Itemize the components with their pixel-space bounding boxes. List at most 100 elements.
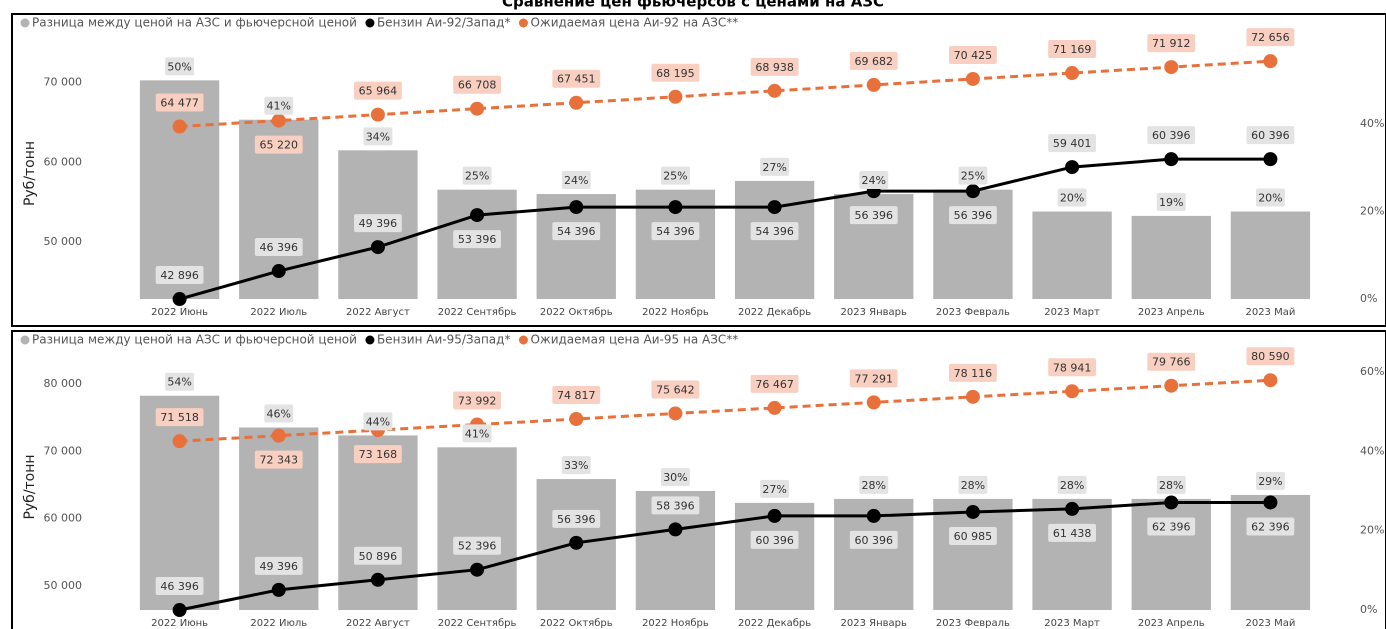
label-box [561, 171, 591, 190]
x-tick-label: 2022 Ноябрь [642, 618, 709, 629]
label-box [462, 424, 492, 443]
x-tick-label: 2022 Декабрь [738, 307, 811, 318]
bar [1230, 211, 1311, 299]
legend-label: Разница между ценой на АЗС и фьючерсной … [32, 333, 357, 347]
data-label: 68 195 [656, 67, 695, 80]
label-box [552, 69, 601, 88]
legend-marker [365, 335, 375, 345]
point [767, 400, 782, 415]
point [172, 119, 187, 134]
data-label: 60 985 [954, 530, 993, 543]
label-box [1147, 352, 1196, 371]
label-box [750, 530, 799, 549]
label-box [1057, 188, 1087, 207]
y-tick-label: 60 000 [44, 155, 83, 168]
data-label: 60 396 [1152, 129, 1191, 142]
bar [933, 189, 1013, 299]
label-box [1147, 517, 1196, 536]
label-box [254, 450, 303, 469]
label-box [363, 127, 393, 146]
point [271, 582, 286, 597]
data-label: 27% [762, 161, 786, 174]
data-label: 44% [366, 415, 390, 428]
point [569, 200, 584, 215]
data-label: 69 682 [855, 55, 894, 68]
point [172, 434, 187, 449]
label-box [859, 171, 889, 190]
x-tick-label: 2022 Июнь [151, 307, 208, 318]
legend-marker [20, 335, 30, 345]
line [179, 378, 1271, 443]
label-box [155, 408, 204, 427]
point [668, 522, 683, 537]
point [965, 71, 980, 86]
data-label: 73 992 [458, 395, 497, 408]
label-box [1246, 28, 1295, 47]
label-box [1246, 517, 1295, 536]
label-box [363, 412, 393, 431]
x-tick-label: 2023 Январь [841, 307, 907, 318]
label-box [264, 404, 294, 423]
y2-tick-label: 0% [1360, 603, 1377, 616]
data-label: 78 941 [1053, 361, 1092, 374]
label-box [1048, 134, 1096, 153]
label-box [1048, 358, 1096, 377]
x-tick-label: 2022 Сентябрь [438, 307, 517, 318]
label-box [949, 363, 997, 382]
x-tick-label: 2023 Май [1245, 307, 1295, 318]
label-box [660, 467, 690, 486]
data-label: 54 396 [557, 225, 596, 238]
legend-marker [518, 335, 528, 345]
data-label: 41% [465, 427, 489, 440]
label-box [1048, 523, 1096, 542]
label-box [453, 536, 501, 555]
data-label: 24% [564, 174, 588, 187]
label-box [354, 445, 402, 464]
data-label: 56 396 [557, 513, 596, 526]
data-label: 54 396 [656, 225, 695, 238]
label-box [1048, 40, 1096, 59]
point [1263, 373, 1278, 388]
data-label: 75 642 [656, 383, 695, 396]
data-label: 72 343 [260, 454, 299, 467]
bar [1032, 211, 1112, 299]
point [1263, 152, 1278, 167]
y2-tick-label: 40% [1360, 444, 1384, 457]
chart-title: Сравнение цен фьючерсов с ценами на АЗС [502, 0, 884, 11]
data-label: 71 912 [1152, 37, 1191, 50]
label-box [1246, 126, 1295, 145]
point [767, 83, 782, 98]
label-box [1246, 347, 1295, 366]
data-label: 28% [1060, 479, 1084, 492]
label-box [254, 238, 303, 257]
point [271, 113, 286, 128]
data-label: 19% [1159, 196, 1183, 209]
panel-border [11, 330, 1386, 629]
data-label: 59 401 [1053, 137, 1092, 150]
point [370, 107, 385, 122]
label-box [651, 222, 700, 241]
data-label: 60 396 [1251, 129, 1290, 142]
label-box [958, 166, 988, 185]
label-box [1156, 192, 1186, 211]
point [1164, 495, 1179, 510]
data-label: 28% [1159, 479, 1183, 492]
legend-label: Бензин Аи-92/Запад* [377, 16, 511, 30]
bar [1131, 215, 1211, 299]
x-tick-label: 2023 Апрель [1138, 618, 1205, 629]
data-label: 66 708 [458, 79, 497, 92]
y-tick-label: 50 000 [44, 579, 83, 592]
data-label: 60 396 [855, 534, 894, 547]
data-label: 79 766 [1152, 356, 1191, 369]
data-label: 52 396 [458, 540, 497, 553]
label-box [254, 135, 303, 154]
point [470, 208, 485, 223]
x-tick-label: 2022 Август [346, 618, 410, 629]
label-box [849, 51, 898, 70]
label-box [561, 456, 591, 475]
label-box [155, 577, 204, 596]
bar [437, 447, 517, 610]
y2-tick-label: 0% [1360, 292, 1377, 305]
point [965, 389, 980, 404]
legend-label: Разница между ценой на АЗС и фьючерсной … [32, 16, 357, 30]
